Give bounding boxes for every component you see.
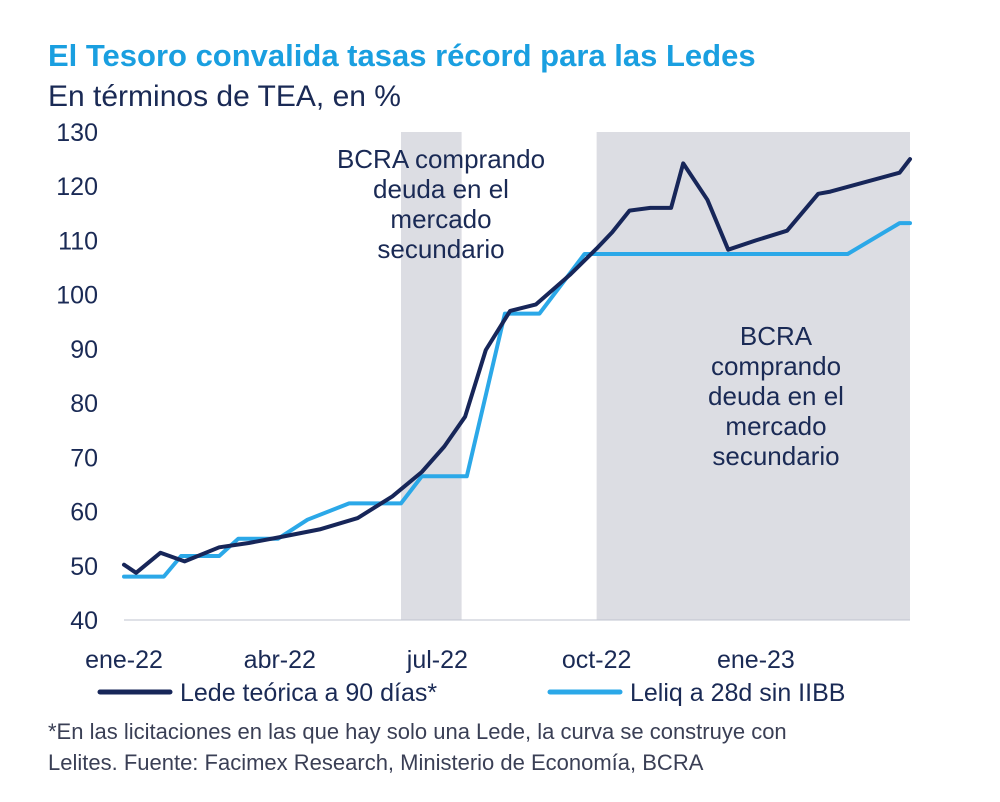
y-tick-label: 40 — [70, 607, 98, 635]
y-tick-label: 110 — [58, 227, 98, 255]
shaded-period-2-label: comprando — [711, 351, 841, 381]
y-tick-label: 90 — [70, 336, 98, 364]
y-tick-label: 130 — [56, 119, 98, 147]
legend-label-1: Lede teórica a 90 días* — [180, 679, 437, 707]
shaded-period-2-label: mercado — [725, 411, 826, 441]
shaded-period-2-label: secundario — [712, 441, 839, 471]
legend-label-2: Leliq a 28d sin IIBB — [630, 679, 845, 707]
y-tick-label: 80 — [70, 390, 98, 418]
chart-subtitle: En términos de TEA, en % — [48, 80, 401, 113]
shaded-period-1-label: deuda en el — [373, 174, 509, 204]
x-tick-label: ene-23 — [717, 646, 795, 674]
y-tick-label: 100 — [56, 282, 98, 310]
shaded-period-1-label: secundario — [377, 234, 504, 264]
y-tick-label: 120 — [56, 173, 98, 201]
shaded-period-1 — [401, 132, 462, 620]
shaded-period-2-label: BCRA — [740, 321, 813, 351]
chart-title: El Tesoro convalida tasas récord para la… — [48, 38, 756, 73]
x-tick-label: abr-22 — [244, 646, 316, 674]
shaded-period-1-label: BCRA comprando — [337, 144, 545, 174]
y-tick-label: 50 — [70, 553, 98, 581]
x-tick-label: oct-22 — [562, 646, 631, 674]
footnote-line-1: *En las licitaciones en las que hay solo… — [48, 719, 787, 744]
shaded-period-1-label: mercado — [390, 204, 491, 234]
shaded-period-2-label: deuda en el — [708, 381, 844, 411]
shaded-period-2 — [596, 132, 910, 620]
footnote-line-2: Lelites. Fuente: Facimex Research, Minis… — [48, 750, 704, 775]
x-tick-label: jul-22 — [406, 646, 468, 674]
y-tick-label: 70 — [70, 444, 98, 472]
series-line-1 — [122, 157, 912, 575]
y-tick-label: 60 — [70, 499, 98, 527]
footnote: *En las licitaciones en las que hay solo… — [48, 716, 978, 778]
x-tick-label: ene-22 — [85, 646, 163, 674]
series-line-2 — [122, 221, 912, 579]
